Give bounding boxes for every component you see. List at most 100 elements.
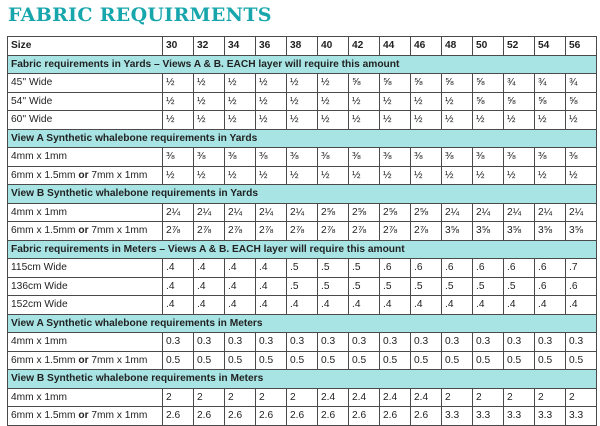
table-cell: 2¼: [472, 202, 504, 222]
table-cell: ½: [255, 91, 287, 111]
table-cell: ⅝: [534, 91, 566, 111]
row-label: 60'' Wide: [7, 110, 163, 130]
table-cell: 0.3: [317, 332, 349, 352]
table-cell: 3⅝: [565, 221, 597, 241]
size-header: Size: [7, 36, 163, 56]
table-cell: ½: [441, 110, 473, 130]
table-cell: 3.3: [565, 406, 597, 426]
row-label: 4mm x 1mm: [7, 387, 163, 407]
table-cell: ½: [441, 165, 473, 185]
table-cell: ½: [534, 165, 566, 185]
section-header-row: View B Synthetic whalebone requirements …: [7, 184, 597, 204]
table-cell: .5: [441, 276, 473, 296]
table-cell: .4: [565, 295, 597, 315]
table-cell: ⅝: [472, 73, 504, 93]
size-column-header: 32: [193, 36, 225, 56]
table-cell: 0.3: [255, 332, 287, 352]
table-cell: 2.6: [410, 406, 442, 426]
size-column-header: 50: [472, 36, 504, 56]
table-cell: ½: [441, 91, 473, 111]
table-cell: 0.3: [193, 332, 225, 352]
section-header-row: Fabric requirements in Yards – Views A &…: [7, 54, 597, 74]
table-cell: .4: [162, 295, 194, 315]
table-cell: .4: [193, 258, 225, 278]
table-cell: ½: [317, 91, 349, 111]
table-row: 60'' Wide ½ ½ ½ ½ ½ ½ ½ ½ ½ ½ ½ ½ ½ ½: [7, 110, 597, 130]
section-title: Fabric requirements in Meters – Views A …: [7, 239, 597, 259]
table-cell: ½: [286, 110, 318, 130]
table-cell: .5: [379, 276, 411, 296]
row-label: 6mm x 1.5mm or 7mm x 1mm: [7, 165, 163, 185]
table-cell: 2¼: [193, 202, 225, 222]
table-cell: 0.5: [286, 350, 318, 370]
table-cell: 0.5: [472, 350, 504, 370]
table-cell: 2¼: [565, 202, 597, 222]
table-cell: ⅜: [162, 147, 194, 167]
page-title: FABRIC REQUIRMENTS: [8, 4, 272, 26]
table-cell: ½: [224, 110, 256, 130]
row-label-part: 6mm x 1.5mm: [11, 169, 79, 181]
table-cell: ⅜: [379, 147, 411, 167]
table-cell: .6: [534, 276, 566, 296]
table-cell: 2⅞: [193, 221, 225, 241]
row-label-part: 6mm x 1.5mm: [11, 410, 79, 422]
table-cell: ⅜: [565, 147, 597, 167]
table-cell: ½: [286, 73, 318, 93]
row-label: 6mm x 1.5mm or 7mm x 1mm: [7, 221, 163, 241]
table-row: 4mm x 1mm 2¼ 2¼ 2¼ 2¼ 2¼ 2⅝ 2⅝ 2⅝ 2⅝ 2¼ 2¼ 2¼ 2¼ 2¼: [7, 202, 597, 222]
table-cell: .4: [286, 295, 318, 315]
table-cell: .4: [348, 295, 380, 315]
table-cell: .6: [503, 258, 535, 278]
table-cell: ½: [193, 110, 225, 130]
table-cell: ½: [317, 165, 349, 185]
size-column-header: 44: [379, 36, 411, 56]
table-cell: 0.5: [503, 350, 535, 370]
table-cell: 2¼: [534, 202, 566, 222]
table-cell: 0.3: [286, 332, 318, 352]
table-cell: .4: [255, 258, 287, 278]
row-label-part: 6mm x 1.5mm: [11, 354, 79, 366]
table-cell: .4: [441, 295, 473, 315]
section-header-row: View B Synthetic whalebone requirements …: [7, 369, 597, 389]
table-cell: 0.5: [441, 350, 473, 370]
table-row: 6mm x 1.5mm or 7mm x 1mm 2.6 2.6 2.6 2.6 2.6 2…: [7, 406, 597, 426]
table-cell: 2⅝: [348, 202, 380, 222]
table-cell: 2¼: [286, 202, 318, 222]
section-title: View A Synthetic whalebone requirements …: [7, 313, 597, 333]
table-cell: ⅝: [565, 91, 597, 111]
table-cell: 2⅞: [379, 221, 411, 241]
table-cell: ⅜: [503, 147, 535, 167]
table-cell: .5: [503, 276, 535, 296]
section-title: View B Synthetic whalebone requirements …: [7, 369, 597, 389]
table-cell: 2.6: [348, 406, 380, 426]
section-title: View A Synthetic whalebone requirements …: [7, 128, 597, 148]
table-cell: ⅜: [472, 147, 504, 167]
table-cell: ½: [348, 91, 380, 111]
table-cell: ½: [317, 73, 349, 93]
table-cell: ½: [565, 165, 597, 185]
row-label: 6mm x 1.5mm or 7mm x 1mm: [7, 406, 163, 426]
table-cell: 2⅞: [410, 221, 442, 241]
table-cell: .5: [286, 276, 318, 296]
table-cell: 0.5: [162, 350, 194, 370]
table-cell: ¾: [503, 73, 535, 93]
table-cell: .4: [162, 258, 194, 278]
table-cell: .6: [534, 258, 566, 278]
table-cell: 2.6: [162, 406, 194, 426]
table-cell: 0.5: [410, 350, 442, 370]
table-cell: .4: [534, 295, 566, 315]
table-cell: .5: [317, 258, 349, 278]
table-cell: .5: [286, 258, 318, 278]
or-label: or: [78, 410, 89, 422]
table-cell: ⅜: [317, 147, 349, 167]
table-cell: 3⅝: [472, 221, 504, 241]
table-cell: ½: [379, 165, 411, 185]
table-cell: .4: [317, 295, 349, 315]
size-column-header: 42: [348, 36, 380, 56]
table-cell: 0.5: [255, 350, 287, 370]
table-cell: ⅝: [348, 73, 380, 93]
table-cell: ¾: [534, 73, 566, 93]
table-cell: 0.3: [441, 332, 473, 352]
table-cell: ½: [162, 110, 194, 130]
table-cell: 2.4: [348, 387, 380, 407]
